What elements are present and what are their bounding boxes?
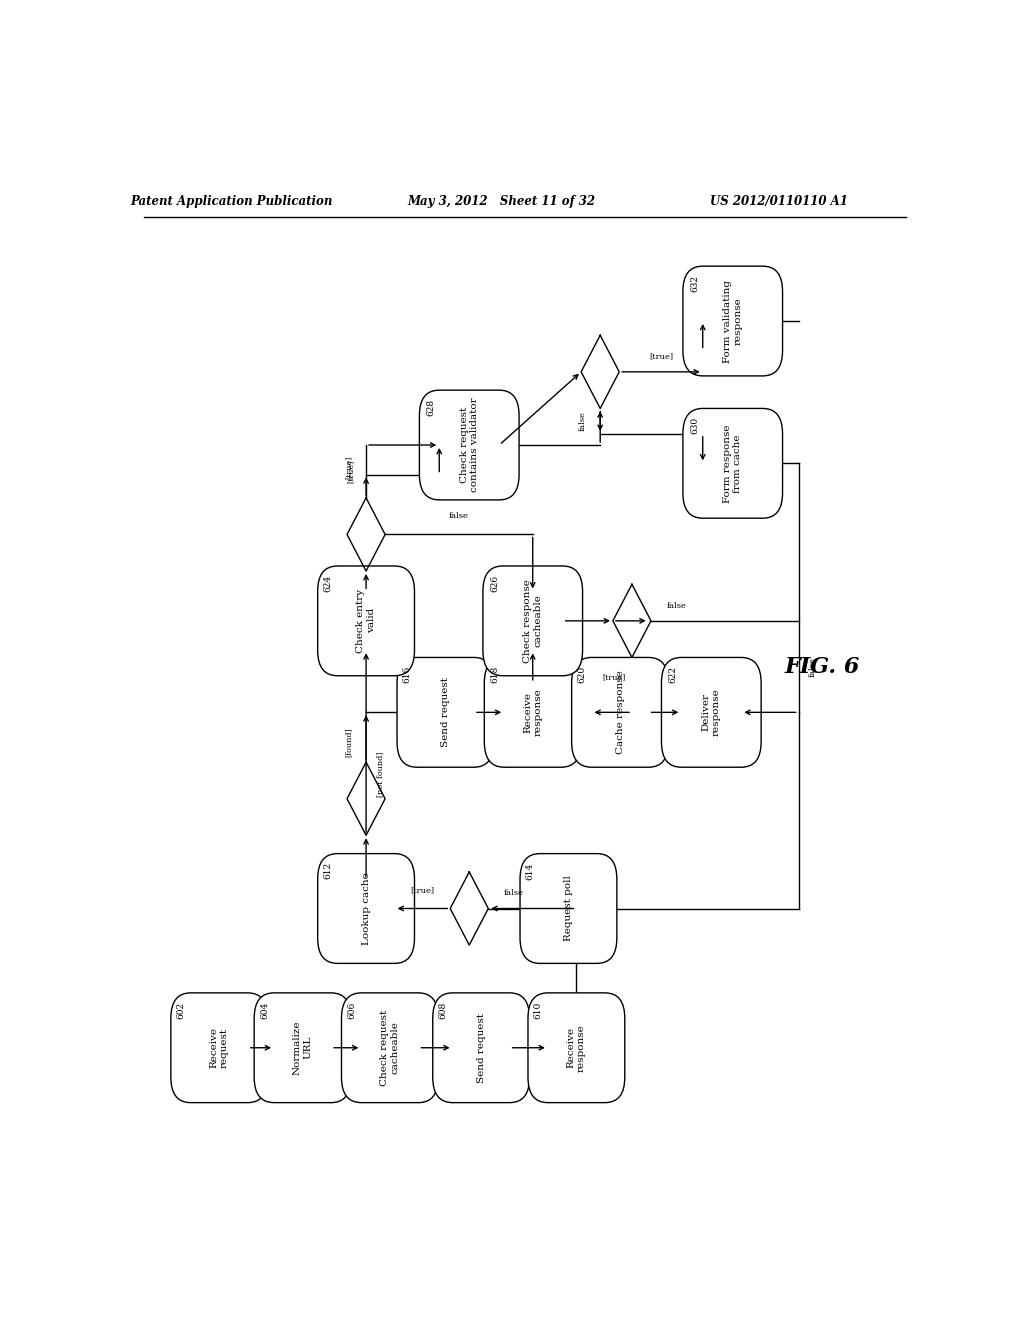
Text: [true]: [true]: [649, 352, 673, 360]
Text: 604: 604: [260, 1002, 269, 1019]
Text: 628: 628: [427, 399, 435, 416]
Text: [found]: [found]: [345, 727, 352, 756]
FancyBboxPatch shape: [662, 657, 761, 767]
FancyBboxPatch shape: [317, 566, 415, 676]
FancyBboxPatch shape: [254, 993, 351, 1102]
Text: [true]: [true]: [411, 886, 434, 894]
FancyBboxPatch shape: [520, 854, 616, 964]
Text: Check request
contains validator: Check request contains validator: [460, 397, 479, 492]
Text: Receive
request: Receive request: [210, 1027, 229, 1068]
Text: false: false: [449, 512, 469, 520]
Text: 614: 614: [526, 862, 535, 879]
Text: Send request: Send request: [441, 677, 450, 747]
Text: 618: 618: [490, 667, 499, 684]
Text: Normalize
URL: Normalize URL: [293, 1020, 312, 1074]
Text: Check response
cacheable: Check response cacheable: [523, 579, 543, 663]
Text: 602: 602: [177, 1002, 185, 1019]
Text: 610: 610: [534, 1002, 543, 1019]
Text: [true]: [true]: [603, 673, 626, 682]
Text: false: false: [504, 890, 524, 898]
Text: 624: 624: [324, 574, 333, 591]
Text: false: false: [579, 412, 587, 432]
FancyBboxPatch shape: [484, 657, 582, 767]
Text: 620: 620: [578, 667, 587, 684]
Text: Receive
response: Receive response: [523, 689, 543, 737]
Text: Request poll: Request poll: [564, 875, 573, 941]
Text: FIG. 6: FIG. 6: [784, 656, 860, 677]
Text: 622: 622: [669, 667, 678, 684]
FancyBboxPatch shape: [571, 657, 669, 767]
FancyBboxPatch shape: [528, 993, 625, 1102]
FancyBboxPatch shape: [683, 267, 782, 376]
FancyBboxPatch shape: [683, 408, 782, 519]
Text: Deliver
response: Deliver response: [701, 689, 721, 737]
Text: 616: 616: [402, 667, 412, 684]
Text: Send request: Send request: [476, 1012, 485, 1082]
Text: 630: 630: [690, 417, 699, 434]
Text: 632: 632: [690, 275, 699, 292]
FancyBboxPatch shape: [433, 993, 529, 1102]
Text: 608: 608: [438, 1002, 447, 1019]
Text: May 3, 2012   Sheet 11 of 32: May 3, 2012 Sheet 11 of 32: [407, 194, 595, 207]
Text: [not found]: [not found]: [377, 751, 384, 796]
Text: 606: 606: [347, 1002, 356, 1019]
Text: Form validating
response: Form validating response: [723, 280, 742, 363]
FancyBboxPatch shape: [341, 993, 438, 1102]
Text: Patent Application Publication: Patent Application Publication: [130, 194, 333, 207]
Text: Check request
cacheable: Check request cacheable: [380, 1010, 399, 1086]
FancyBboxPatch shape: [483, 566, 583, 676]
Text: Lookup cache: Lookup cache: [361, 873, 371, 945]
Text: Receive
response: Receive response: [566, 1024, 586, 1072]
FancyBboxPatch shape: [171, 993, 267, 1102]
Text: [true]: [true]: [345, 455, 352, 479]
Text: US 2012/0110110 A1: US 2012/0110110 A1: [710, 194, 848, 207]
Text: 612: 612: [324, 862, 333, 879]
Text: false: false: [809, 656, 817, 677]
FancyBboxPatch shape: [317, 854, 415, 964]
Text: Check entry
valid: Check entry valid: [356, 589, 376, 653]
Text: Form response
from cache: Form response from cache: [723, 424, 742, 503]
FancyBboxPatch shape: [397, 657, 494, 767]
FancyBboxPatch shape: [420, 391, 519, 500]
Text: [true]: [true]: [346, 459, 354, 483]
Text: Cache response: Cache response: [615, 671, 625, 754]
Text: 626: 626: [490, 574, 499, 591]
Text: false: false: [667, 602, 687, 610]
